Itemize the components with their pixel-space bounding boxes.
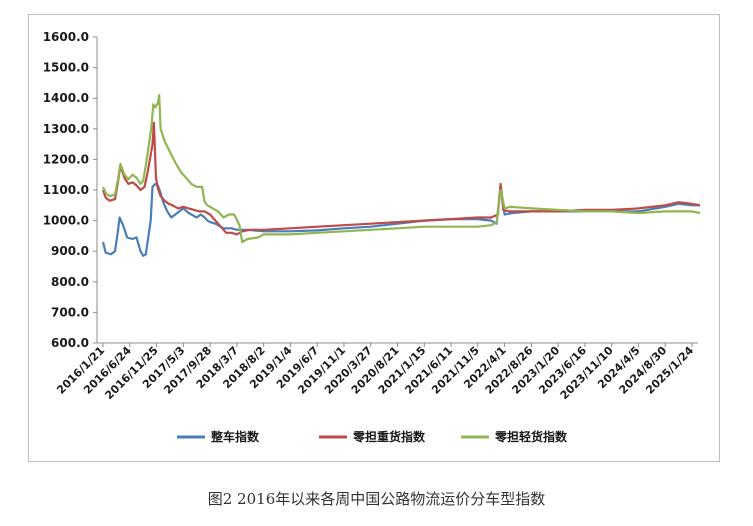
y-tick-label: 1400.0 (43, 91, 89, 105)
y-tick-label: 600.0 (51, 336, 89, 350)
legend-label-1: 零担重货指数 (352, 429, 426, 444)
legend-label-0: 整车指数 (210, 429, 260, 444)
y-tick-label: 1000.0 (43, 214, 89, 228)
y-tick-label: 700.0 (51, 305, 89, 319)
series-line-0 (101, 182, 700, 257)
y-tick-label: 900.0 (51, 244, 89, 258)
figure-caption: 图2 2016年以来各周中国公路物流运价分车型指数 (207, 490, 546, 508)
y-tick-label: 1600.0 (43, 30, 89, 44)
legend-label-2: 零担轻货指数 (494, 429, 568, 444)
y-tick-label: 800.0 (51, 275, 89, 289)
y-tick-label: 1100.0 (43, 183, 89, 197)
y-tick-label: 1200.0 (43, 152, 89, 166)
line-chart: 600.0 700.0 800.0 900.0 1000.0 1100.0 1200.0 13… (43, 30, 701, 444)
chart-frame: 600.0 700.0 800.0 900.0 1000.0 1100.0 1200.0 13… (28, 14, 720, 462)
y-tick-label: 1300.0 (43, 122, 89, 136)
legend: 整车指数 零担重货指数 零担轻货指数 (177, 429, 568, 444)
series-line-1 (101, 121, 701, 236)
plot-lines (101, 94, 701, 257)
y-axis: 600.0 700.0 800.0 900.0 1000.0 1100.0 1200.0 13… (43, 30, 98, 350)
y-tick-label: 1500.0 (43, 61, 89, 75)
series-line-2 (101, 94, 701, 244)
x-axis: 2016/1/212016/6/242016/11/252017/5/32017… (54, 342, 698, 402)
